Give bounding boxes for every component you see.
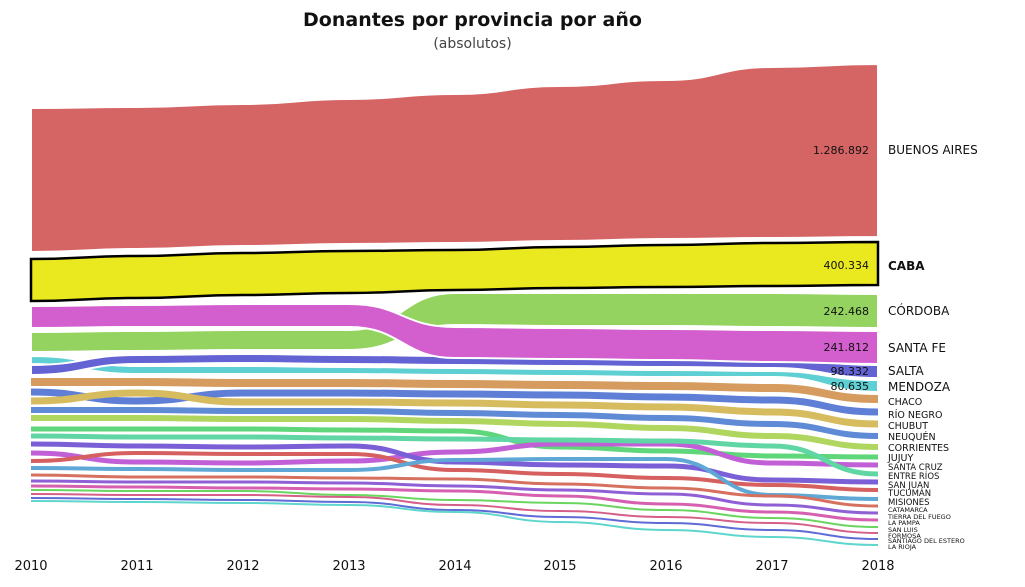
series-line-corrientes	[31, 414, 879, 450]
chart-title: Donantes por provincia por año	[303, 9, 642, 31]
series-label-formosa: FORMOSA	[888, 532, 921, 540]
series-label-santa-cruz: SANTA CRUZ	[888, 463, 943, 473]
series-label-misiones: MISIONES	[888, 498, 930, 508]
series-line-chaco	[31, 377, 879, 403]
series-line-formosa	[30, 493, 879, 534]
series-band-caba	[29, 240, 880, 303]
x-tick-2018: 2018	[861, 559, 894, 574]
series-line-santiago-del-estero	[30, 497, 879, 540]
series-label-mendoza: MENDOZA	[888, 380, 951, 394]
series-label-corrientes: CORRIENTES	[888, 443, 949, 454]
x-tick-2010: 2010	[14, 559, 47, 574]
value-label-salta: 98.332	[831, 365, 870, 378]
x-tick-2014: 2014	[438, 559, 471, 574]
series-line-neuquen	[31, 406, 879, 439]
value-label-caba: 400.334	[824, 259, 870, 272]
series-line-rio-negro	[30, 388, 879, 416]
x-tick-2017: 2017	[755, 559, 788, 574]
series-line-san-luis	[30, 489, 879, 528]
series-label-chaco: CHACO	[888, 397, 922, 408]
series-line-entre-rios	[30, 433, 879, 477]
x-tick-2015: 2015	[543, 559, 576, 574]
series-line-catamarca	[30, 473, 879, 508]
series-label-chubut: CHUBUT	[888, 421, 928, 432]
series-label-tierra-del-fuego: TIERRA DEL FUEGO	[887, 513, 951, 521]
series-label-la-pampa: LA PAMPA	[888, 519, 920, 527]
series-label-tucuman: TUCUMÁN	[887, 487, 931, 499]
series-line-tierra-del-fuego	[30, 479, 879, 515]
series-bands	[29, 62, 880, 546]
series-line-la-pampa	[30, 484, 879, 522]
series-line-chubut	[30, 389, 879, 428]
series-label-san-luis: SAN LUIS	[888, 526, 918, 534]
series-line-misiones	[30, 456, 879, 501]
series-label-buenos-aires: BUENOS AIRES	[888, 143, 978, 157]
series-label-santiago-del-estero: SANTIAGO DEL ESTERO	[888, 537, 965, 545]
series-band-cordoba	[30, 291, 879, 354]
value-label-mendoza: 80.635	[831, 380, 870, 393]
series-label-entre-rios: ENTRE RÍOS	[888, 470, 939, 482]
series-band-buenos-aires	[30, 62, 879, 254]
value-label-buenos-aires: 1.286.892	[813, 144, 869, 157]
series-label-caba: CABA	[888, 259, 925, 273]
value-label-cordoba: 242.468	[824, 305, 870, 318]
series-label-santa-fe: SANTA FE	[888, 341, 946, 355]
series-label-neuquen: NEUQUÉN	[888, 431, 936, 443]
series-band-mendoza	[30, 354, 879, 394]
chart-subtitle: (absolutos)	[433, 36, 512, 52]
series-label-salta: SALTA	[888, 364, 924, 378]
series-line-santa-cruz	[30, 441, 879, 468]
x-tick-2013: 2013	[332, 559, 365, 574]
series-line-la-rioja	[30, 500, 879, 546]
x-tick-2011: 2011	[120, 559, 153, 574]
series-band-santa-fe	[30, 302, 879, 366]
x-tick-2016: 2016	[649, 559, 682, 574]
x-tick-2012: 2012	[226, 559, 259, 574]
series-legend-labels: BUENOS AIRES CABA CÓRDOBA SANTA FE SALTA MEND…	[887, 143, 978, 551]
series-label-cordoba: CÓRDOBA	[888, 303, 950, 318]
series-label-san-juan: SAN JUAN	[888, 481, 929, 491]
series-line-jujuy	[30, 426, 879, 460]
series-line-tucuman	[30, 450, 879, 492]
x-axis-tick-labels: 2010 2011 2012 2013 2014 2015 2016 2017 2018	[14, 559, 894, 574]
series-value-labels: 1.286.892 400.334 242.468 241.812 98.332 80.6…	[813, 144, 869, 393]
series-label-catamarca: CATAMARCA	[888, 506, 928, 514]
series-label-la-rioja: LA RIOJA	[888, 543, 917, 551]
series-label-rio-negro: RÍO NEGRO	[888, 409, 942, 421]
series-label-jujuy: JUJUY	[887, 453, 914, 464]
value-label-santa-fe: 241.812	[824, 341, 870, 354]
